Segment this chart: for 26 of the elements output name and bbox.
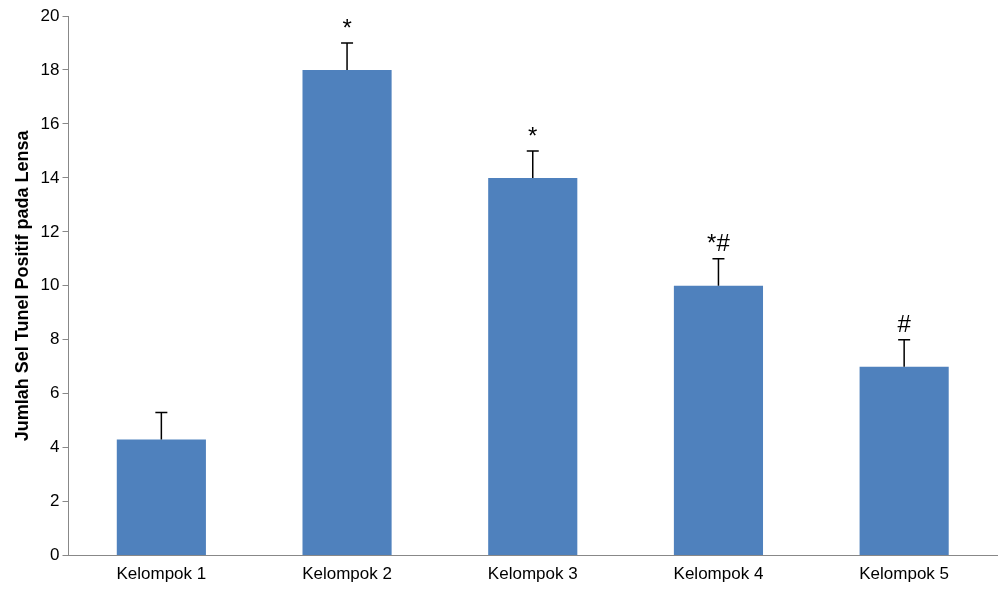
bar	[116, 439, 206, 556]
y-axis-title: Jumlah Sel Tunel Positif pada Lensa	[11, 129, 32, 442]
y-tick-label: 0	[50, 545, 60, 565]
y-tick-label: 4	[50, 437, 60, 457]
bar	[673, 285, 764, 556]
y-tick-label: 20	[40, 5, 60, 25]
y-tick-label: 18	[40, 59, 60, 79]
y-tick-label: 10	[40, 275, 60, 295]
annotation: *	[342, 13, 352, 41]
x-tick-label: Kelompok 3	[487, 564, 578, 584]
bar	[859, 366, 949, 556]
y-tick-label: 14	[40, 167, 60, 187]
x-tick-label: Kelompok 5	[859, 564, 950, 584]
annotation: *	[528, 121, 538, 149]
x-tick-label: Kelompok 1	[116, 564, 207, 584]
x-tick-label: Kelompok 2	[302, 564, 392, 584]
annotation: #	[897, 310, 912, 338]
x-tick-label: Kelompok 4	[673, 564, 764, 584]
bar	[488, 177, 578, 556]
y-tick-label: 8	[50, 329, 60, 349]
y-tick-label: 6	[50, 383, 60, 403]
y-tick-label: 2	[50, 491, 60, 511]
y-tick-label: 12	[40, 221, 60, 241]
annotation: *#	[707, 229, 731, 257]
y-tick-label: 16	[40, 113, 60, 133]
bar	[302, 69, 392, 556]
